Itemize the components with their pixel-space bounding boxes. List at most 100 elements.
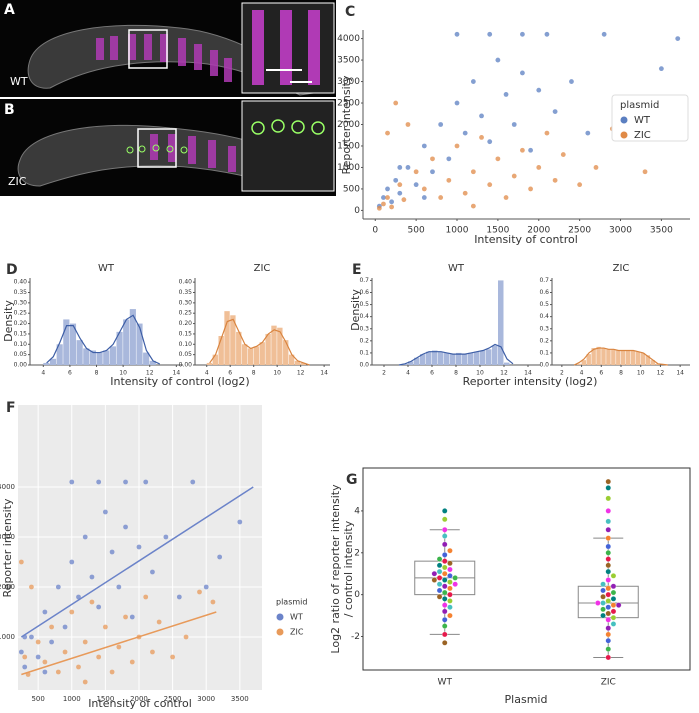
x-tick-label: 10 — [637, 370, 645, 377]
data-point — [438, 122, 444, 127]
y-tick-label: 0.15 — [179, 330, 193, 337]
y-tick-label: 1000 — [337, 163, 360, 173]
hist-bar — [241, 344, 248, 365]
x-tick-label: 12 — [297, 370, 305, 377]
data-point — [520, 147, 525, 153]
data-point — [62, 649, 68, 655]
kde-line — [46, 314, 160, 365]
swarm-point — [441, 617, 448, 623]
y-tick-label: 0.30 — [14, 299, 28, 306]
x-tick-label: 3500 — [650, 226, 673, 236]
data-point — [593, 165, 599, 170]
swarm-point — [441, 508, 448, 514]
x-tick-label: 6 — [599, 370, 603, 377]
panel-label: A — [4, 2, 15, 18]
legend-label: WT — [634, 115, 651, 126]
swarm-point — [447, 547, 453, 554]
x-tick-label: 8 — [252, 370, 256, 377]
data-point — [487, 31, 493, 37]
x-tick-label: 2000 — [527, 226, 550, 236]
x-axis-label: Plasmid — [505, 693, 548, 706]
data-point — [170, 654, 176, 660]
data-point — [123, 479, 128, 485]
hist-bar — [640, 352, 646, 365]
data-point — [143, 479, 149, 485]
data-point — [42, 659, 48, 665]
data-point — [217, 554, 223, 560]
y-tick-label: 0 — [354, 206, 360, 216]
data-point — [381, 201, 386, 207]
data-point — [29, 634, 34, 640]
hist-bar — [601, 348, 606, 365]
swarm-point — [441, 533, 448, 539]
data-point — [536, 165, 542, 170]
legend-label: ZIC — [634, 130, 651, 141]
legend-label: WT — [290, 613, 303, 622]
data-point — [22, 654, 28, 660]
x-tick-label: 3500 — [231, 695, 249, 703]
x-tick-label: 10 — [119, 370, 127, 377]
y-tick-label: 0.05 — [14, 351, 28, 358]
swarm-point — [605, 654, 612, 661]
inset — [241, 100, 335, 192]
y-tick-label: 0.2 — [359, 337, 369, 344]
hist-bar — [655, 363, 660, 365]
swarm-point — [436, 556, 443, 562]
hist-bar — [288, 354, 295, 365]
swarm-point — [610, 596, 617, 602]
data-point — [22, 664, 28, 670]
legend-title: plasmid — [276, 598, 307, 607]
hist-bar — [271, 325, 277, 365]
data-point — [89, 574, 95, 580]
hist-bar — [89, 350, 97, 365]
x-axis-label: Intensity of control — [88, 697, 192, 710]
subplot-title: WT — [98, 263, 115, 274]
x-tick-label: 6 — [430, 370, 434, 377]
x-tick-label: 10 — [273, 370, 281, 377]
data-point — [446, 177, 452, 183]
data-point — [123, 524, 128, 530]
hist-bar — [49, 358, 57, 365]
data-point — [413, 182, 419, 188]
x-tick-label: 2500 — [568, 226, 591, 236]
x-tick-label: 2 — [560, 370, 564, 377]
data-point — [642, 169, 648, 175]
y-tick-label: 0.35 — [179, 289, 193, 296]
data-point — [389, 204, 395, 210]
x-tick-label: 500 — [31, 695, 44, 703]
y-tick-label: 4 — [354, 506, 360, 516]
y-tick-label: 0.7 — [539, 277, 549, 284]
panel-label: C — [345, 4, 355, 20]
swarm-point — [605, 495, 612, 502]
hist-bar — [630, 350, 636, 365]
hist-bar — [83, 348, 90, 365]
y-tick-label: 0.30 — [179, 299, 193, 306]
data-point — [18, 649, 24, 655]
data-point — [495, 156, 501, 162]
swarm-point — [605, 598, 612, 604]
y-tick-label: -2 — [351, 632, 360, 642]
data-point — [528, 186, 533, 192]
data-point — [49, 624, 55, 630]
data-point — [552, 109, 558, 115]
y-tick-label: 0.20 — [179, 320, 193, 327]
data-point — [385, 130, 390, 136]
kde-line — [573, 347, 668, 366]
subplot-title: ZIC — [254, 263, 271, 274]
y-tick-label: 1000 — [0, 633, 15, 641]
y-tick-label: 0.2 — [539, 337, 549, 344]
hist-bar — [635, 351, 641, 365]
x-tick-label: 8 — [619, 370, 623, 377]
y-tick-label: 0.40 — [14, 279, 28, 286]
hist-bar — [606, 349, 611, 365]
data-point — [544, 130, 550, 136]
data-point — [18, 559, 24, 565]
swarm-point — [447, 604, 453, 610]
data-point — [601, 31, 607, 37]
y-tick-label: 0.10 — [14, 341, 28, 348]
y-tick-label: 0.3 — [359, 325, 369, 332]
swarm-point — [605, 637, 612, 644]
swarm-point — [605, 610, 612, 617]
